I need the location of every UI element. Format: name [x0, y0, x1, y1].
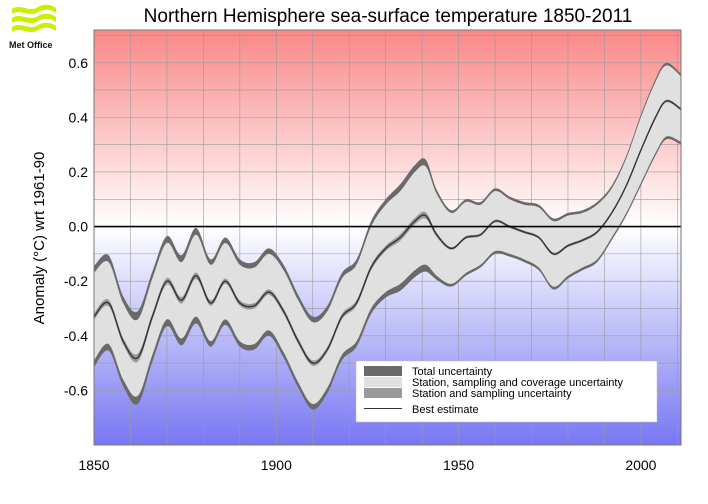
legend-swatch-coverage — [364, 377, 402, 387]
plot-frame — [93, 29, 682, 446]
y-tick-label: -0.2 — [64, 273, 88, 289]
y-tick-label: -0.4 — [64, 328, 88, 344]
legend-box — [355, 360, 658, 423]
legend-swatch-station — [364, 388, 402, 398]
y-tick-label: 0.2 — [69, 164, 89, 180]
y-tick-label: -0.6 — [64, 382, 88, 398]
coverage-uncertainty-band — [94, 65, 681, 405]
y-axis-ticks: -0.6 -0.4 -0.2 0.0 0.2 0.4 0.6 — [64, 55, 88, 399]
uncertainty-bands — [94, 62, 681, 410]
y-tick-label: 0.6 — [69, 55, 89, 71]
logo-text: Met Office — [9, 40, 53, 50]
x-tick-label: 1900 — [261, 457, 292, 473]
met-office-logo: Met Office — [9, 4, 56, 50]
met-office-waves-icon — [12, 4, 56, 32]
legend-label-coverage: Station, sampling and coverage uncertain… — [412, 377, 623, 389]
x-tick-label: 1850 — [78, 457, 109, 473]
legend-label-station: Station and sampling uncertainty — [412, 388, 572, 400]
legend-label-total: Total uncertainty — [412, 366, 493, 378]
chart-title: Northern Hemisphere sea-surface temperat… — [144, 6, 633, 27]
x-tick-label: 2000 — [625, 457, 656, 473]
y-tick-label: 0.4 — [69, 109, 89, 125]
best-estimate-line — [94, 100, 681, 364]
y-tick-label: 0.0 — [69, 219, 89, 235]
legend-label-best: Best estimate — [412, 404, 479, 416]
y-axis-label: Anomaly (°C) wrt 1961-90 — [31, 152, 48, 325]
x-axis-ticks: 1850 1900 1950 2000 — [78, 457, 656, 473]
x-tick-label: 1950 — [443, 457, 474, 473]
legend-swatch-total — [364, 366, 402, 376]
warm-background — [94, 30, 681, 227]
